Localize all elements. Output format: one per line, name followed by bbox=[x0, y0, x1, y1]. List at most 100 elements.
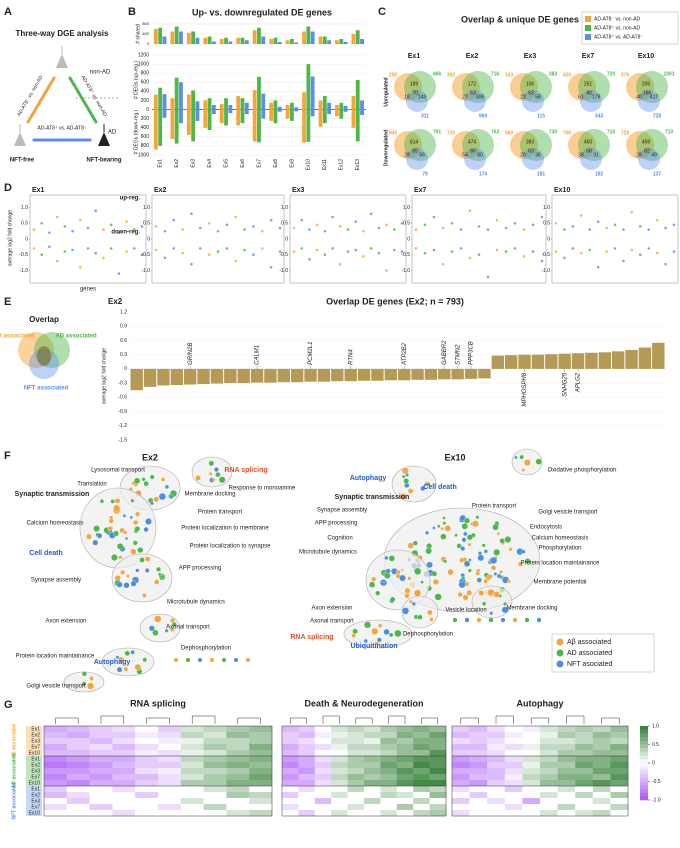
go-node bbox=[154, 615, 162, 623]
heat-cell bbox=[487, 768, 505, 775]
gene-point bbox=[269, 218, 273, 222]
heat-cell bbox=[429, 726, 447, 733]
go-node bbox=[144, 568, 150, 573]
row-label-box bbox=[26, 780, 42, 786]
go-node bbox=[481, 543, 486, 548]
group-label: NFT-bearing bbox=[86, 158, 121, 164]
heat-cell bbox=[557, 744, 576, 751]
gene-label: CALM1 bbox=[255, 345, 261, 365]
gene-point bbox=[260, 229, 264, 233]
row-label: Ex1 bbox=[31, 726, 40, 732]
heat-cell bbox=[66, 810, 90, 817]
term-label: Translation bbox=[77, 482, 106, 488]
gene-point bbox=[468, 256, 472, 260]
go-node bbox=[401, 474, 406, 479]
venn-count: 58 bbox=[535, 94, 541, 100]
row-label: Ex2 bbox=[31, 762, 40, 768]
venn-label: NFT associated bbox=[24, 386, 69, 392]
go-node bbox=[133, 520, 139, 526]
venn-circle bbox=[404, 129, 436, 161]
gene-point bbox=[94, 209, 98, 213]
go-node bbox=[459, 514, 466, 522]
venn-count: 729 bbox=[621, 130, 630, 136]
go-node bbox=[375, 590, 381, 596]
heat-cell bbox=[314, 798, 332, 805]
heat-cell bbox=[575, 750, 593, 757]
heat-cell bbox=[592, 768, 611, 775]
heat-cell bbox=[469, 750, 488, 757]
heat-cell bbox=[66, 780, 90, 787]
heat-cell bbox=[135, 810, 159, 817]
heat-cell bbox=[249, 738, 273, 745]
heat-cell bbox=[180, 810, 204, 817]
gene-point bbox=[522, 228, 526, 231]
bar bbox=[294, 107, 299, 110]
gene-point bbox=[647, 247, 651, 250]
term-label: Vesicle location bbox=[445, 608, 486, 614]
term-label: Axon extension bbox=[45, 619, 86, 625]
heat-cell bbox=[44, 810, 67, 817]
dendrogram bbox=[100, 715, 125, 724]
heat-cell bbox=[112, 792, 136, 799]
go-node bbox=[472, 520, 479, 528]
heat-cell bbox=[396, 774, 414, 781]
row-label-box bbox=[26, 762, 42, 768]
dendrogram bbox=[460, 717, 479, 724]
go-node bbox=[461, 576, 466, 580]
heat-cell bbox=[429, 762, 447, 769]
panel-title: Overlap & unique DE genes bbox=[461, 14, 579, 24]
bar bbox=[360, 100, 364, 110]
row-label-box bbox=[26, 750, 42, 756]
heat-cell bbox=[557, 774, 576, 781]
go-node bbox=[375, 641, 379, 646]
go-node bbox=[384, 555, 389, 560]
bar bbox=[210, 368, 224, 384]
venn-count: 392 bbox=[447, 72, 456, 78]
term-label: Membrane docking bbox=[506, 606, 557, 612]
heat-cell bbox=[314, 762, 332, 769]
go-node bbox=[536, 617, 542, 623]
heat-cell bbox=[112, 804, 136, 811]
heat-cell bbox=[429, 792, 447, 799]
gene-point bbox=[477, 225, 481, 228]
heat-cell bbox=[610, 768, 629, 775]
bar bbox=[184, 368, 197, 385]
y-tick-label: 200 bbox=[141, 116, 150, 122]
venn-label: AD associated bbox=[55, 334, 97, 340]
bar bbox=[143, 368, 157, 387]
y-tick-label: 0 bbox=[25, 236, 28, 242]
heat-cell bbox=[575, 786, 593, 793]
venn-count: 80 bbox=[477, 152, 483, 158]
term-label: Membrane potential bbox=[533, 580, 586, 586]
gene-label: GABBR2 bbox=[442, 340, 448, 365]
heat-cell bbox=[396, 750, 414, 757]
heat-cell bbox=[203, 786, 227, 793]
heat-cell bbox=[298, 786, 315, 793]
gene-point bbox=[172, 247, 176, 250]
go-node bbox=[440, 533, 447, 540]
dendrogram bbox=[322, 715, 340, 724]
bar bbox=[162, 36, 167, 44]
go-node bbox=[89, 676, 94, 681]
y-tick-label: 400 bbox=[141, 89, 150, 95]
venn-circle bbox=[510, 131, 538, 159]
panel-letter: B bbox=[128, 6, 136, 18]
venn-count: 251 bbox=[584, 81, 593, 87]
colorbar-step bbox=[640, 788, 648, 793]
heat-cell bbox=[298, 792, 315, 799]
heat-cell bbox=[282, 756, 299, 763]
gene-point bbox=[504, 250, 508, 253]
venn-count: 791 bbox=[433, 129, 442, 135]
heat-cell bbox=[203, 732, 227, 739]
bar bbox=[351, 34, 356, 44]
row-label: Ex7 bbox=[31, 774, 40, 780]
heat-cell bbox=[592, 744, 611, 751]
heat-cell bbox=[282, 762, 299, 769]
heat-cell bbox=[413, 726, 430, 733]
heat-cell bbox=[112, 774, 136, 781]
bar bbox=[186, 109, 191, 135]
term-label: Autophagy bbox=[350, 475, 387, 482]
gene-point bbox=[278, 250, 282, 253]
go-node bbox=[399, 574, 406, 582]
heat-cell bbox=[203, 768, 227, 775]
